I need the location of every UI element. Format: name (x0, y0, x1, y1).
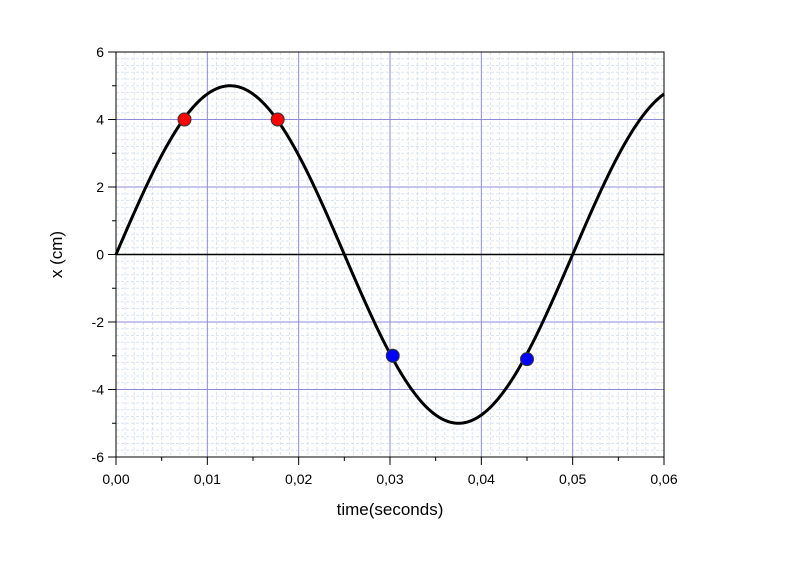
y-tick-label: -6 (92, 449, 105, 465)
x-tick-label: 0,02 (285, 471, 312, 487)
x-tick-labels: 0,00 0,01 0,02 0,03 0,04 0,05 0,06 (102, 471, 677, 487)
x-tick-label: 0,04 (468, 471, 495, 487)
y-tick-label: -2 (92, 314, 105, 330)
x-tick-label: 0,06 (650, 471, 677, 487)
y-tick-labels: -6 -4 -2 0 2 4 6 (92, 44, 105, 465)
x-axis-label: time(seconds) (337, 500, 444, 519)
axis-ticks (108, 51, 665, 465)
y-tick-label: 6 (96, 44, 104, 60)
y-tick-label: 4 (96, 112, 104, 128)
y-axis-label: x (cm) (47, 231, 66, 278)
y-tick-label: -4 (92, 382, 105, 398)
data-point-2 (270, 112, 285, 127)
x-tick-label: 0,03 (376, 471, 403, 487)
data-point-4 (520, 352, 534, 367)
x-tick-label: 0,01 (194, 471, 221, 487)
x-tick-label: 0,00 (102, 471, 129, 487)
y-tick-label: 0 (96, 247, 104, 263)
y-tick-label: 2 (96, 179, 104, 195)
data-point-1 (177, 112, 192, 127)
x-tick-label: 0,05 (559, 471, 586, 487)
data-points (177, 112, 534, 367)
data-point-3 (385, 348, 400, 363)
